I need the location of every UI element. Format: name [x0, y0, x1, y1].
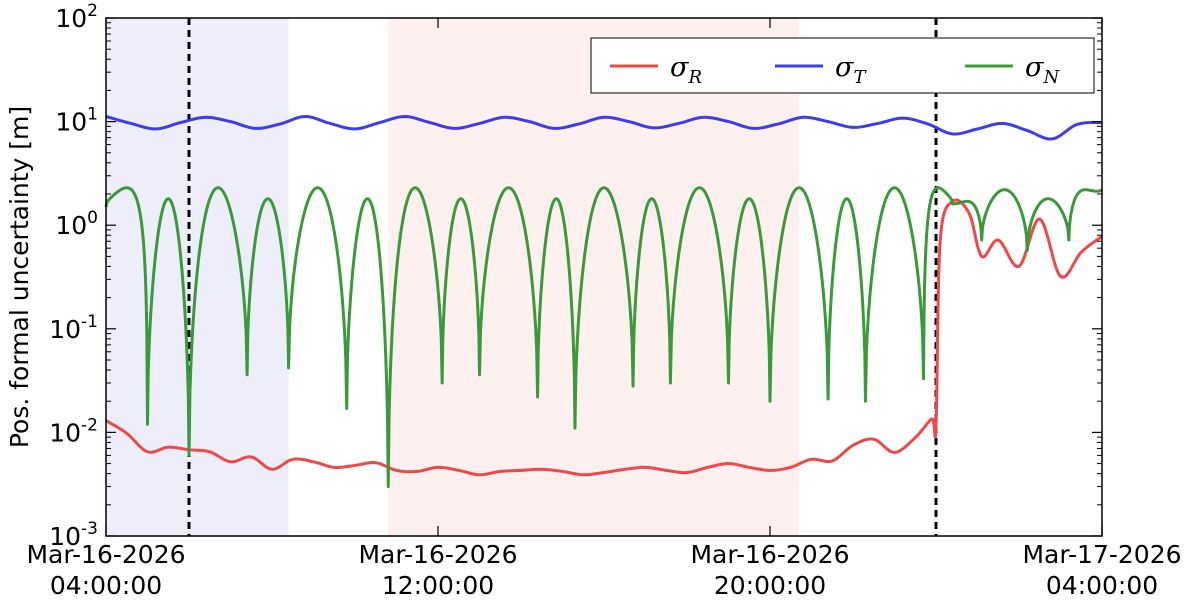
legend-label-t: σT: [835, 52, 867, 88]
plot-frame: [105, 17, 1103, 537]
vertical-marker-lines: [187, 18, 938, 536]
x-tick-label-time: 12:00:00: [382, 571, 494, 600]
series-line-r: [105, 198, 1103, 477]
y-tick-label: 102: [55, 1, 98, 33]
y-tick-label: 101: [55, 105, 98, 137]
y-tick-labels: 10-3 10-2 10-1 100 101 102: [49, 1, 98, 551]
y-tick-label: 10-1: [49, 312, 98, 344]
series-lines: [104, 115, 1103, 489]
axis-ticks: [105, 17, 1103, 537]
x-tick-label-date: Mar-16-2026: [690, 540, 849, 569]
legend-label-r: σR: [670, 52, 702, 88]
legend: σR σT σN: [590, 37, 1095, 94]
x-tick-label-time: 20:00:00: [714, 571, 826, 600]
shaded-regions: [106, 18, 800, 536]
series-line-n: [104, 186, 1103, 489]
y-tick-label: 10-2: [49, 415, 98, 447]
y-axis-label: Pos. formal uncertainty [m]: [5, 106, 34, 448]
x-tick-label-date: Mar-16-2026: [26, 540, 185, 569]
x-tick-label-time: 04:00:00: [1046, 571, 1158, 600]
x-tick-label-date: Mar-17-2026: [1022, 540, 1181, 569]
y-tick-label: 10-3: [49, 519, 98, 551]
legend-label-n: σN: [1025, 52, 1060, 88]
y-tick-label: 100: [55, 208, 98, 240]
shaded-region-2: [388, 18, 800, 536]
series-line-t: [105, 115, 1103, 141]
x-tick-label-time: 04:00:00: [50, 571, 162, 600]
x-tick-labels: Mar-16-202604:00:00Mar-16-202612:00:00Ma…: [26, 540, 1181, 600]
x-tick-label-date: Mar-16-2026: [358, 540, 517, 569]
